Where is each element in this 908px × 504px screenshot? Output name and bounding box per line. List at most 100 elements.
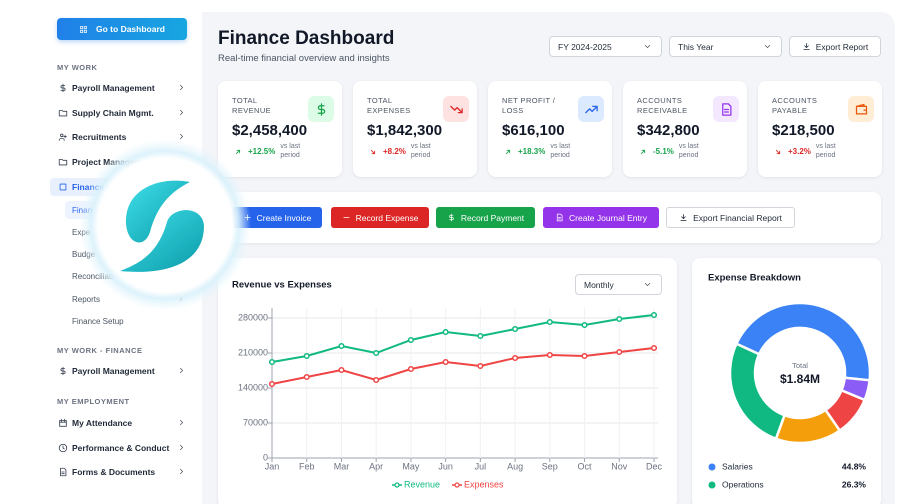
chevron-path bbox=[180, 367, 183, 374]
fiscal-year-select-label: FY 2024-2025 bbox=[558, 42, 612, 52]
kpi-value: $2,458,400 bbox=[232, 122, 308, 139]
kpi-card: NET PROFIT / LOSS $616,100 +18.3% vs last p… bbox=[488, 81, 612, 177]
kpi-change-value: +3.2% bbox=[788, 147, 811, 156]
nav-item[interactable]: Recruitments bbox=[50, 128, 195, 146]
kpi-value: $616,100 bbox=[502, 122, 565, 139]
nav-label: Payroll Management bbox=[72, 366, 155, 376]
chevron bbox=[180, 367, 183, 374]
download-icon bbox=[803, 43, 810, 50]
nav-icon bbox=[59, 418, 67, 427]
kpi-card: ACCOUNTS RECEIVABLE $342,800 -5.1% vs last … bbox=[623, 81, 747, 177]
trend-arrow-path bbox=[235, 149, 241, 154]
action-label: Create Invoice bbox=[256, 212, 312, 223]
kpi-change: -5.1% vs last period bbox=[637, 143, 742, 160]
nav-icon bbox=[58, 133, 67, 141]
action-button[interactable]: Export Financial Report bbox=[666, 207, 795, 228]
kpi-comparison: vs last period bbox=[550, 143, 571, 159]
kpi-comparison: vs last period bbox=[410, 143, 431, 159]
action-icon bbox=[556, 213, 563, 222]
kpi-change: +18.3% vs last period bbox=[502, 143, 607, 160]
action-icon bbox=[244, 214, 251, 221]
fiscal-year-select[interactable]: FY 2024-2025 bbox=[549, 36, 662, 57]
chevron-path bbox=[180, 444, 183, 451]
expense-chart-card bbox=[692, 258, 881, 504]
kpi-icon bbox=[721, 102, 731, 116]
trend-arrow bbox=[640, 149, 646, 154]
nav-icon-path bbox=[59, 183, 67, 191]
nav-icon bbox=[59, 183, 67, 191]
dropdown-chevron bbox=[764, 45, 771, 48]
period-select-label: This Year bbox=[678, 42, 714, 52]
kpi-card: TOTAL EXPENSES $1,842,300 +8.2% vs last per… bbox=[353, 81, 477, 177]
dropdown-chevron-path bbox=[764, 45, 771, 48]
nav-icon bbox=[58, 159, 68, 166]
kpi-comparison: vs last period bbox=[815, 143, 836, 159]
kpi-card: TOTAL REVENUE $2,458,400 +12.5% vs last per… bbox=[218, 81, 342, 177]
nav-icon bbox=[58, 443, 68, 453]
nav-item[interactable]: Supply Chain Mgmt. bbox=[50, 104, 195, 122]
page-subtitle: Real-time financial overview and insight… bbox=[218, 53, 390, 64]
kpi-icon-box bbox=[578, 96, 604, 122]
kpi-label: TOTAL EXPENSES bbox=[367, 96, 411, 115]
trend-arrow bbox=[370, 149, 376, 154]
trend-arrow-path bbox=[640, 149, 646, 154]
sub-nav-item[interactable]: Finance Setup bbox=[65, 312, 195, 330]
kpi-change-value: +8.2% bbox=[383, 147, 406, 156]
kpi-body: ACCOUNTS RECEIVABLE $342,800 -5.1% vs last … bbox=[637, 96, 742, 160]
nav-icon-path bbox=[58, 110, 68, 117]
nav-label: Forms & Documents bbox=[72, 467, 156, 477]
chevron-path bbox=[180, 84, 183, 91]
kpi-label: ACCOUNTS PAYABLE bbox=[772, 96, 818, 115]
kpi-change-value: +12.5% bbox=[248, 147, 276, 156]
nav-icon-path bbox=[58, 133, 67, 141]
kpi-change: +12.5% vs last period bbox=[232, 143, 337, 160]
kpi-card: ACCOUNTS PAYABLE $218,500 +3.2% vs last per… bbox=[758, 81, 882, 177]
dropdown-chevron bbox=[644, 45, 651, 48]
nav-item[interactable]: My Attendance bbox=[50, 414, 195, 432]
kpi-icon-path bbox=[584, 105, 598, 113]
dashboard-button[interactable]: Go to Dashboard bbox=[57, 18, 187, 40]
nav-label: Performance & Conduct bbox=[72, 443, 170, 453]
nav-item[interactable]: Forms & Documents bbox=[50, 463, 195, 481]
action-button[interactable]: Record Expense bbox=[331, 207, 429, 228]
kpi-body: NET PROFIT / LOSS $616,100 +18.3% vs last p… bbox=[502, 96, 607, 160]
kpi-label: ACCOUNTS RECEIVABLE bbox=[637, 96, 688, 115]
chevron bbox=[180, 133, 183, 140]
trend-arrow bbox=[235, 149, 241, 154]
action-button[interactable]: Create Journal Entry bbox=[543, 207, 659, 228]
trend-arrow bbox=[775, 149, 781, 154]
export-button[interactable]: Export Report bbox=[789, 36, 881, 57]
action-bar: Create Invoice Record Expense Record Payme… bbox=[218, 192, 881, 243]
nav-icon-path bbox=[60, 366, 66, 376]
period-select[interactable]: This Year bbox=[669, 36, 782, 57]
chevron bbox=[180, 419, 183, 426]
kpi-icon-path bbox=[449, 105, 463, 113]
chart-period-select[interactable]: Monthly bbox=[575, 274, 662, 295]
dashboard-icon-path bbox=[80, 25, 87, 33]
chevron bbox=[180, 468, 183, 475]
export-button-label: Export Report bbox=[815, 41, 869, 52]
action-label: Create Journal Entry bbox=[569, 212, 647, 223]
nav-item[interactable]: Payroll Management bbox=[50, 79, 195, 97]
trend-arrow bbox=[505, 149, 511, 154]
nav-icon bbox=[60, 467, 67, 477]
nav-icon bbox=[58, 110, 68, 117]
action-button[interactable]: Create Invoice bbox=[232, 207, 322, 228]
action-icon bbox=[343, 217, 350, 218]
nav-label: Payroll Management bbox=[72, 83, 155, 93]
kpi-icon-box bbox=[308, 96, 334, 122]
nav-label: Supply Chain Mgmt. bbox=[72, 108, 154, 118]
nav-icon-path bbox=[58, 443, 68, 453]
trend-arrow-path bbox=[370, 149, 376, 154]
section-title: MY EMPLOYMENT bbox=[57, 397, 130, 406]
action-button[interactable]: Record Payment bbox=[436, 207, 535, 228]
kpi-icon bbox=[449, 105, 463, 113]
nav-item[interactable]: Performance & Conduct bbox=[50, 439, 195, 457]
nav-label: My Attendance bbox=[72, 418, 133, 428]
nav-item[interactable]: Payroll Management bbox=[50, 362, 195, 380]
dashboard-button-label: Go to Dashboard bbox=[96, 24, 165, 34]
kpi-icon-box bbox=[713, 96, 739, 122]
chevron-path bbox=[180, 419, 183, 426]
kpi-label: TOTAL REVENUE bbox=[232, 96, 272, 115]
